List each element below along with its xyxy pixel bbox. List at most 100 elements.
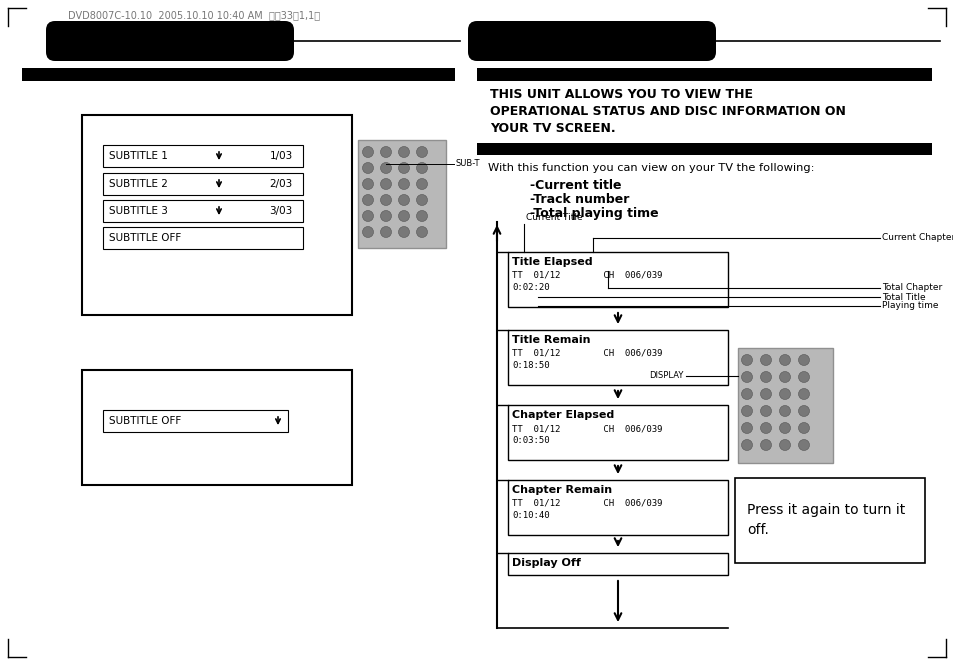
Circle shape bbox=[740, 388, 752, 400]
Circle shape bbox=[416, 162, 427, 174]
Text: Chapter Remain: Chapter Remain bbox=[512, 485, 612, 495]
Bar bbox=[103, 227, 303, 249]
Circle shape bbox=[779, 406, 790, 416]
Text: YOUR TV SCREEN.: YOUR TV SCREEN. bbox=[490, 122, 615, 135]
Circle shape bbox=[740, 354, 752, 366]
Text: SUBTITLE 1: SUBTITLE 1 bbox=[109, 151, 168, 161]
Circle shape bbox=[380, 162, 391, 174]
Bar bbox=[103, 410, 288, 432]
Text: OPERATIONAL STATUS AND DISC INFORMATION ON: OPERATIONAL STATUS AND DISC INFORMATION … bbox=[490, 105, 845, 118]
Text: SUBTITLE 2: SUBTITLE 2 bbox=[109, 179, 168, 189]
Circle shape bbox=[416, 194, 427, 205]
Text: DISPLAY: DISPLAY bbox=[649, 372, 683, 380]
Bar bbox=[507, 330, 727, 385]
Circle shape bbox=[362, 162, 374, 174]
Text: Current Title: Current Title bbox=[525, 213, 582, 222]
Circle shape bbox=[760, 406, 771, 416]
Bar bbox=[22, 68, 455, 81]
Circle shape bbox=[760, 354, 771, 366]
Circle shape bbox=[398, 162, 409, 174]
Text: THIS UNIT ALLOWS YOU TO VIEW THE: THIS UNIT ALLOWS YOU TO VIEW THE bbox=[490, 88, 752, 101]
Circle shape bbox=[798, 440, 809, 450]
Circle shape bbox=[760, 440, 771, 450]
Text: Total Title: Total Title bbox=[882, 293, 924, 301]
Text: Chapter Elapsed: Chapter Elapsed bbox=[512, 410, 614, 420]
Text: TT  01/12        CH  006/039: TT 01/12 CH 006/039 bbox=[512, 349, 661, 358]
Text: 0:18:50: 0:18:50 bbox=[512, 361, 549, 370]
Circle shape bbox=[380, 146, 391, 158]
Text: 2/03: 2/03 bbox=[269, 179, 293, 189]
Bar bbox=[507, 252, 727, 307]
Circle shape bbox=[798, 388, 809, 400]
Text: TT  01/12        CH  006/039: TT 01/12 CH 006/039 bbox=[512, 424, 661, 433]
Circle shape bbox=[779, 354, 790, 366]
Circle shape bbox=[380, 178, 391, 190]
Text: Display Off: Display Off bbox=[512, 558, 580, 568]
Text: 3/03: 3/03 bbox=[269, 206, 293, 216]
Bar bbox=[734, 478, 924, 563]
Circle shape bbox=[362, 194, 374, 205]
Bar bbox=[507, 480, 727, 535]
FancyBboxPatch shape bbox=[46, 21, 294, 61]
Circle shape bbox=[740, 440, 752, 450]
Circle shape bbox=[760, 372, 771, 382]
Text: Total Chapter: Total Chapter bbox=[882, 283, 942, 293]
Text: -Track number: -Track number bbox=[530, 193, 629, 206]
Text: SUBTITLE OFF: SUBTITLE OFF bbox=[109, 233, 181, 243]
Text: TT  01/12        CH  006/039: TT 01/12 CH 006/039 bbox=[512, 499, 661, 508]
Text: -Current title: -Current title bbox=[530, 179, 620, 192]
Text: DVD8007C-10.10  2005.10.10 10:40 AM  页面33（1,1）: DVD8007C-10.10 2005.10.10 10:40 AM 页面33（… bbox=[68, 10, 320, 20]
Text: Press it again to turn it
off.: Press it again to turn it off. bbox=[746, 503, 904, 537]
Circle shape bbox=[380, 211, 391, 221]
Text: 0:03:50: 0:03:50 bbox=[512, 436, 549, 445]
Text: Current Chapter: Current Chapter bbox=[882, 233, 953, 243]
Circle shape bbox=[398, 211, 409, 221]
Text: SUBTITLE 3: SUBTITLE 3 bbox=[109, 206, 168, 216]
Text: Playing time: Playing time bbox=[882, 301, 938, 311]
Text: Title Remain: Title Remain bbox=[512, 335, 590, 345]
Bar bbox=[357, 140, 446, 248]
Circle shape bbox=[398, 227, 409, 237]
Circle shape bbox=[798, 406, 809, 416]
Text: TT  01/12        CH  006/039: TT 01/12 CH 006/039 bbox=[512, 271, 661, 280]
Circle shape bbox=[779, 372, 790, 382]
Text: -Total playing time: -Total playing time bbox=[530, 207, 658, 220]
Text: 0:10:40: 0:10:40 bbox=[512, 511, 549, 520]
Circle shape bbox=[416, 211, 427, 221]
Text: SUB-T: SUB-T bbox=[456, 160, 480, 168]
FancyBboxPatch shape bbox=[468, 21, 716, 61]
Circle shape bbox=[798, 354, 809, 366]
Circle shape bbox=[798, 422, 809, 434]
Text: 1/03: 1/03 bbox=[269, 151, 293, 161]
Circle shape bbox=[760, 388, 771, 400]
Circle shape bbox=[398, 194, 409, 205]
Circle shape bbox=[362, 178, 374, 190]
Text: SUBTITLE OFF: SUBTITLE OFF bbox=[109, 416, 181, 426]
Circle shape bbox=[362, 211, 374, 221]
Circle shape bbox=[798, 372, 809, 382]
Bar bbox=[507, 553, 727, 575]
Circle shape bbox=[416, 178, 427, 190]
Circle shape bbox=[740, 406, 752, 416]
Bar bbox=[507, 405, 727, 460]
Circle shape bbox=[380, 194, 391, 205]
Bar bbox=[103, 145, 303, 167]
Text: Title Elapsed: Title Elapsed bbox=[512, 257, 592, 267]
Circle shape bbox=[362, 227, 374, 237]
Circle shape bbox=[416, 146, 427, 158]
Bar bbox=[738, 348, 832, 463]
Text: With this function you can view on your TV the following:: With this function you can view on your … bbox=[488, 163, 814, 173]
Circle shape bbox=[398, 178, 409, 190]
Circle shape bbox=[740, 372, 752, 382]
Bar bbox=[476, 68, 931, 81]
Bar bbox=[476, 143, 931, 155]
Text: 0:02:20: 0:02:20 bbox=[512, 283, 549, 292]
Circle shape bbox=[779, 440, 790, 450]
Bar bbox=[103, 200, 303, 222]
Circle shape bbox=[398, 146, 409, 158]
Circle shape bbox=[779, 422, 790, 434]
Bar bbox=[82, 115, 352, 315]
Circle shape bbox=[416, 227, 427, 237]
Bar bbox=[82, 370, 352, 485]
Circle shape bbox=[760, 422, 771, 434]
